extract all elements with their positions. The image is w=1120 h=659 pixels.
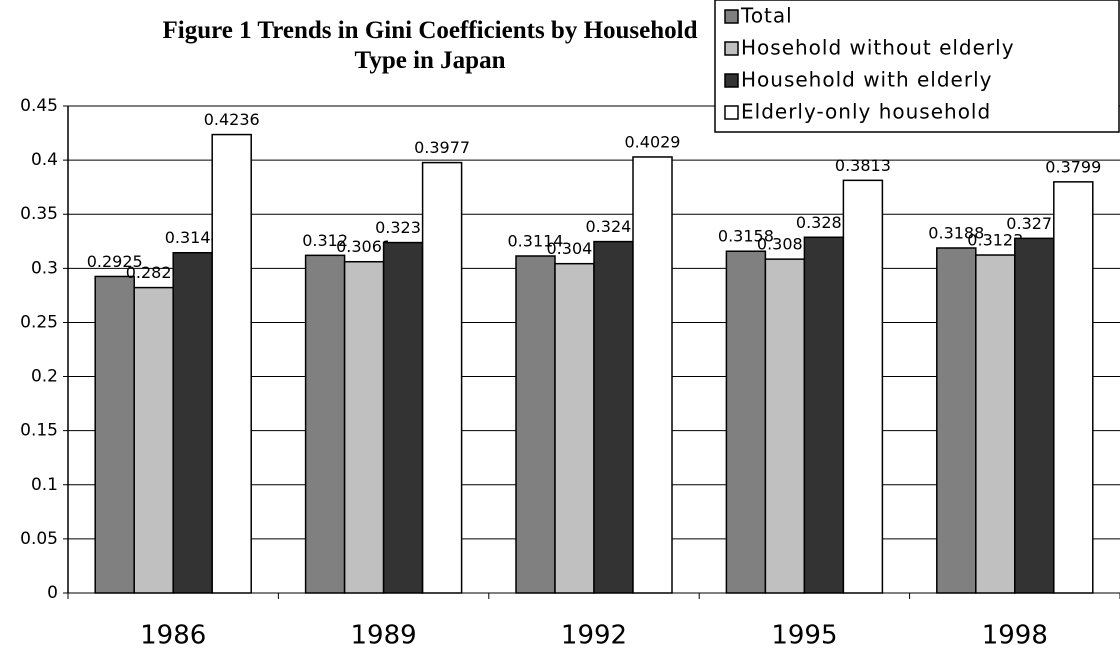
value-label: 0.3123 [967,231,1023,250]
bar [211,133,252,594]
y-tick-label: 0.4 [31,150,58,170]
value-label: 0.3277 [1006,214,1062,233]
legend-label: Elderly-only household [741,100,991,124]
value-label: 0.3158 [718,227,774,246]
bar [172,251,213,594]
y-tick-label: 0.2 [31,367,58,387]
bar [515,255,556,594]
x-tick-label: 1992 [561,621,627,651]
value-label: 0.3188 [928,223,984,242]
value-label: 0.3287 [796,213,852,232]
legend-marker [724,73,739,88]
value-label: 0.4029 [625,132,681,151]
legend-label: Total [740,4,793,28]
y-tick-label: 0 [47,583,58,603]
bar [975,254,1016,594]
value-label: 0.3238 [375,218,431,237]
legend-box [714,0,1120,133]
legend-label: Hosehold without elderly [741,36,1015,60]
x-tick-label: 1986 [140,621,206,651]
bar [1014,237,1055,594]
bar [133,286,174,594]
legend-marker [724,41,739,56]
bar [803,236,845,594]
chart-title-text: Figure 1 Trends in Gini Coefficients by … [162,17,698,74]
y-tick-label: 0.35 [20,204,58,224]
y-tick-label: 0.45 [20,96,58,116]
value-label: 0.3043 [547,239,603,258]
x-tick-label: 1995 [771,621,837,651]
bar [382,241,424,594]
bar [725,250,767,594]
value-label: 0.312 [302,231,348,250]
bar [842,179,884,594]
value-label: 0.3977 [414,138,470,157]
bar [343,260,385,594]
bar [632,156,673,594]
value-label: 0.3813 [835,156,891,175]
x-tick-label: 1989 [351,621,417,651]
legend-marker [724,9,739,24]
bar [593,240,634,594]
bar [936,247,977,594]
y-tick-label: 0.3 [31,258,58,278]
bar [94,275,135,594]
chart-title: Figure 1 Trends in Gini Coefficients by … [140,16,720,76]
bar [304,254,346,594]
value-label: 0.4236 [204,110,260,129]
y-tick-label: 0.05 [20,529,58,549]
bar [1053,181,1094,594]
value-label: 0.3799 [1045,157,1101,176]
bar [764,258,806,594]
value-label: 0.3085 [757,235,813,254]
value-label: 0.3144 [165,228,221,247]
value-label: 0.2925 [87,252,143,271]
legend-marker [724,105,739,120]
bar [421,161,463,594]
value-label: 0.3061 [336,237,392,256]
x-tick-label: 1998 [982,621,1048,651]
y-tick-label: 0.1 [31,475,58,495]
y-tick-label: 0.15 [20,421,58,441]
value-label: 0.3114 [508,231,564,250]
legend-label: Household with elderly [741,68,992,92]
bar [554,262,595,594]
value-label: 0.2822 [126,263,182,282]
value-label: 0.3247 [586,217,642,236]
y-tick-label: 0.25 [20,312,58,332]
